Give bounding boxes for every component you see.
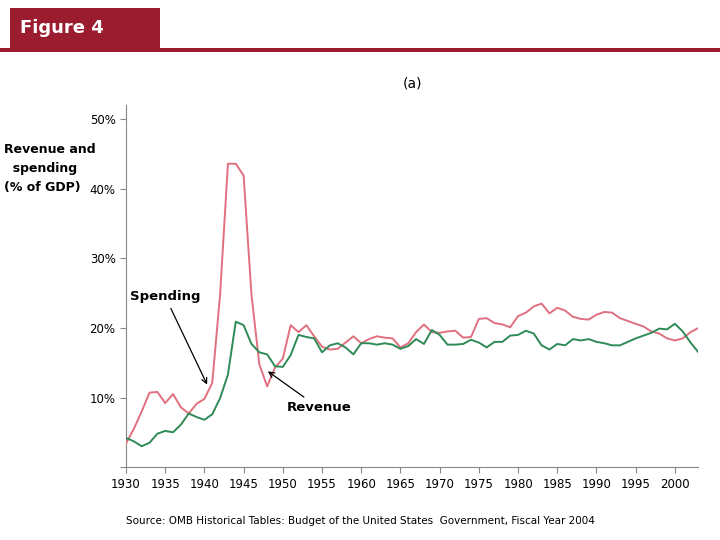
Text: (a): (a) — [402, 77, 422, 91]
Text: Spending: Spending — [130, 290, 207, 383]
Text: Revenue: Revenue — [269, 372, 351, 415]
Text: spending: spending — [4, 162, 77, 175]
Text: Figure 4: Figure 4 — [20, 19, 104, 37]
Text: (% of GDP): (% of GDP) — [4, 181, 80, 194]
Text: Source: OMB Historical Tables: Budget of the United States  Government, Fiscal Y: Source: OMB Historical Tables: Budget of… — [126, 516, 595, 526]
Text: Revenue and: Revenue and — [4, 143, 95, 156]
